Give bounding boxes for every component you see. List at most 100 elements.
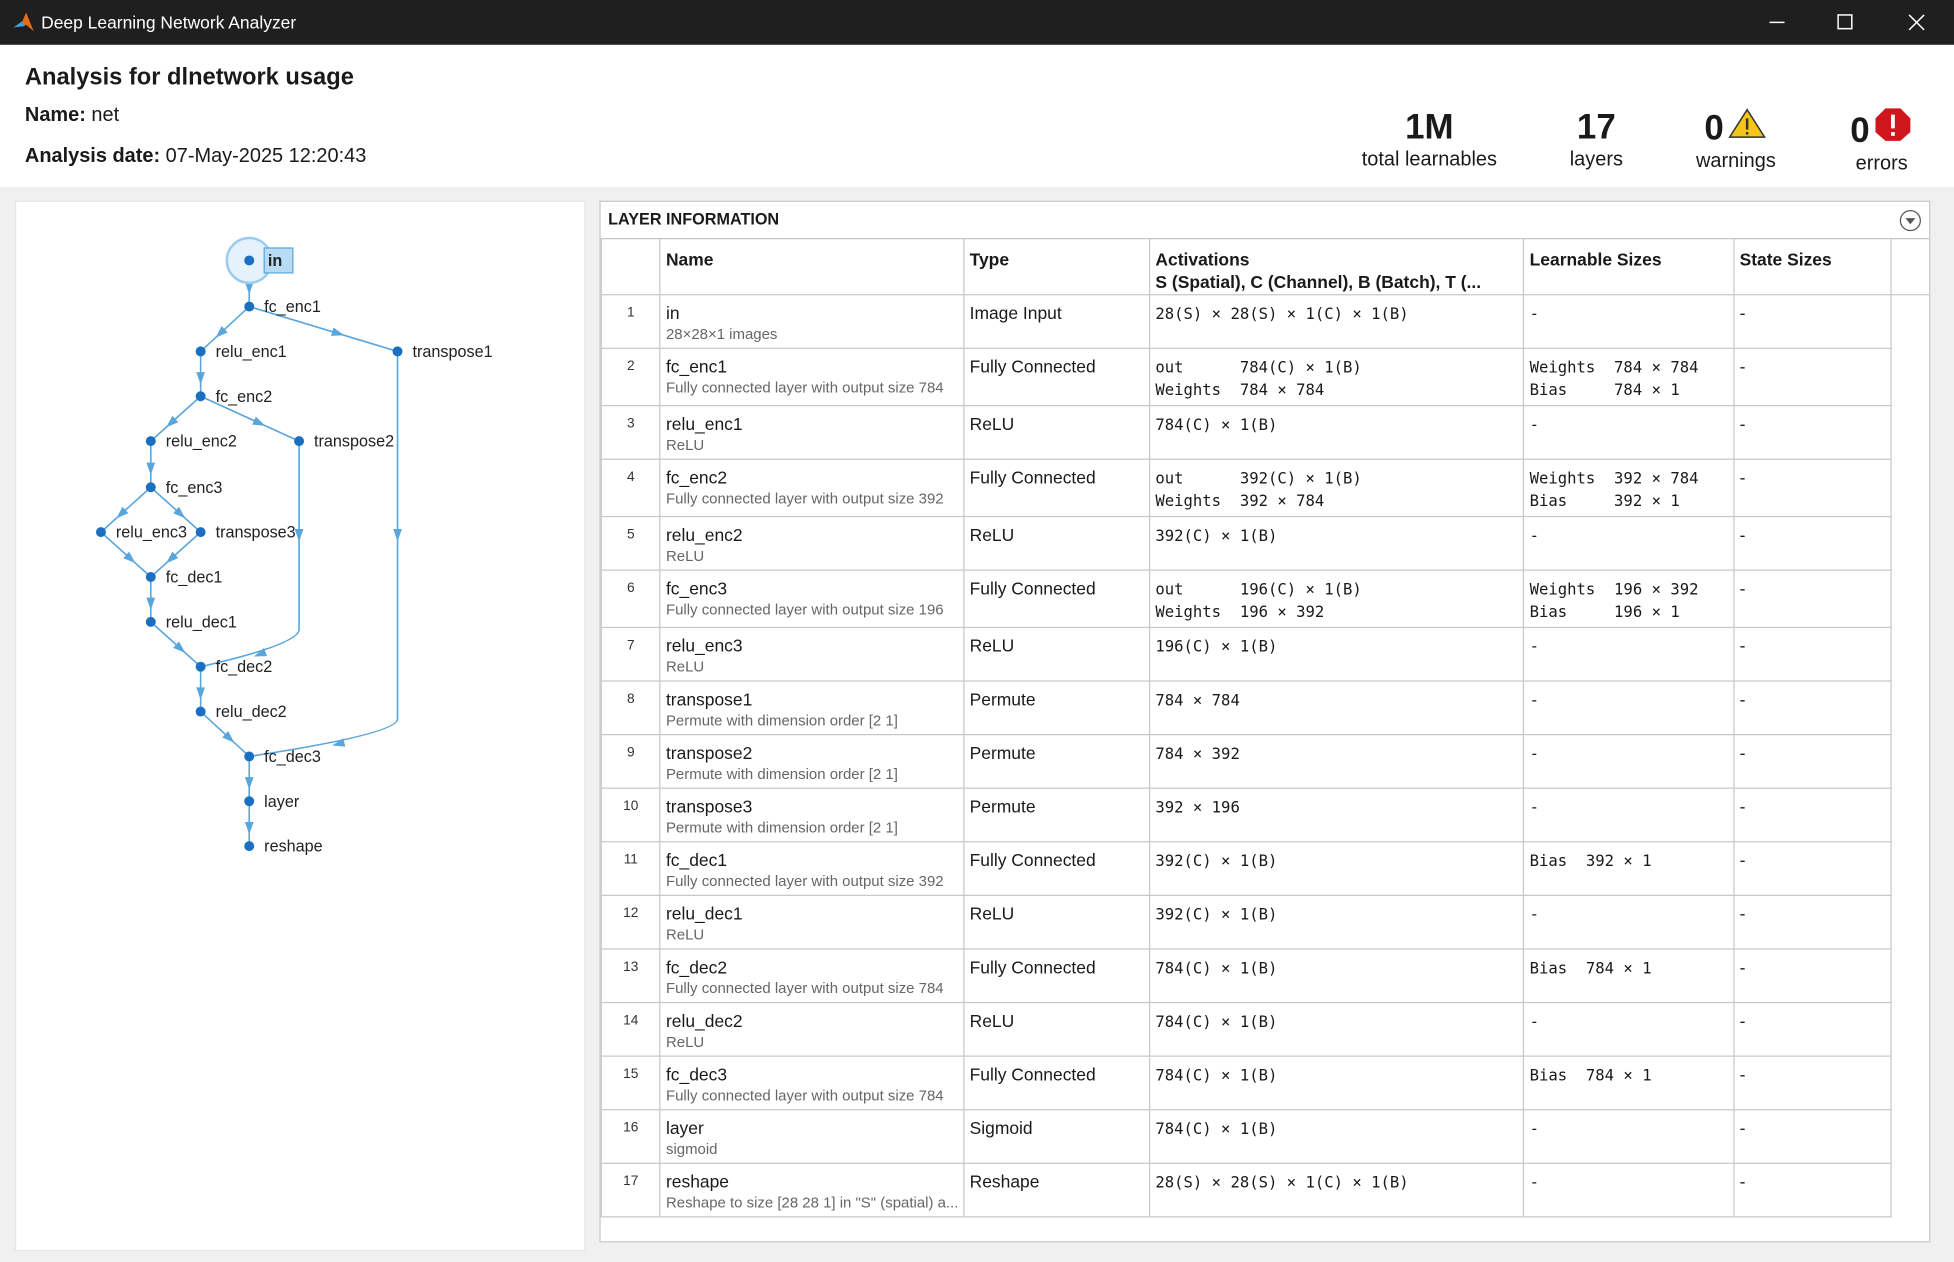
graph-node[interactable] bbox=[145, 436, 156, 447]
graph-node[interactable] bbox=[244, 841, 255, 852]
layer-name: fc_dec1 bbox=[665, 849, 728, 870]
graph-node[interactable] bbox=[195, 346, 206, 357]
layer-row[interactable]: 8 transpose1 Permute with dimension order … bbox=[600, 680, 1929, 736]
activations-cell: out 196(C) × 1(B) Weights 196 × 392 bbox=[1149, 569, 1525, 629]
learnable-line: - bbox=[1529, 690, 1540, 710]
edge bbox=[200, 441, 300, 668]
error-icon bbox=[1875, 108, 1911, 141]
layer-row[interactable]: 13 fc_dec2 Fully connected layer with outp… bbox=[600, 948, 1929, 1004]
layer-description: ReLU bbox=[665, 547, 705, 565]
learnable-line: Weights 196 × 392 bbox=[1529, 579, 1699, 599]
header: Analysis for dlnetwork usage Name: net A… bbox=[0, 44, 1954, 187]
states-cell: - bbox=[1733, 1001, 1892, 1057]
learnable-line: Weights 784 × 784 bbox=[1529, 357, 1699, 377]
node-label: transpose2 bbox=[314, 433, 394, 451]
layer-row[interactable]: 14 relu_dec2 ReLU ReLU 784(C) × 1(B) - - bbox=[600, 1001, 1929, 1057]
close[interactable] bbox=[1908, 14, 1925, 31]
graph-node[interactable] bbox=[95, 527, 106, 538]
stat: 1M total learnables bbox=[1342, 107, 1516, 172]
states-cell: - bbox=[1733, 894, 1892, 950]
graph-node[interactable] bbox=[145, 482, 156, 493]
empty-cell bbox=[1891, 570, 1929, 627]
activations-cell: 392 × 196 bbox=[1149, 787, 1525, 843]
layer-row[interactable]: 15 fc_dec3 Fully connected layer with outp… bbox=[600, 1055, 1929, 1111]
graph-node[interactable] bbox=[145, 571, 156, 582]
graph-node[interactable] bbox=[294, 436, 305, 447]
edge-arrow bbox=[166, 415, 179, 428]
layer-description: Fully connected layer with output size 7… bbox=[665, 378, 944, 397]
network-graph: in fc_enc1 relu_enc1 transpose1 fc_enc2 relu_… bbox=[14, 200, 586, 1252]
graph-node[interactable] bbox=[195, 527, 206, 538]
node-label: relu_enc3 bbox=[116, 524, 187, 542]
graph-node[interactable] bbox=[392, 346, 403, 357]
stat: 0 errors bbox=[1794, 107, 1954, 176]
layer-name: transpose3 bbox=[665, 796, 753, 817]
states-cell: - bbox=[1733, 1055, 1892, 1111]
panel-menu[interactable] bbox=[1898, 208, 1923, 233]
node-label: relu_dec1 bbox=[166, 613, 237, 631]
activation-line: 28(S) × 28(S) × 1(C) × 1(B) bbox=[1155, 304, 1409, 323]
graph-node[interactable] bbox=[244, 796, 255, 807]
header-subtext: S (Spatial), C (Channel), B (Batch), T (… bbox=[1155, 271, 1482, 292]
activations-cell: 392(C) × 1(B) bbox=[1149, 515, 1525, 571]
layer-row[interactable]: 6 fc_enc3 Fully connected layer with outpu… bbox=[600, 569, 1929, 629]
empty-cell bbox=[1891, 1056, 1929, 1110]
maximize[interactable] bbox=[1837, 14, 1853, 30]
activation-line: 392(C) × 1(B) bbox=[1155, 851, 1278, 870]
layer-row[interactable]: 10 transpose3 Permute with dimension order… bbox=[600, 787, 1929, 843]
graph-node[interactable] bbox=[244, 255, 255, 266]
learnable-line: Bias 784 × 1 bbox=[1529, 380, 1680, 399]
layer-row[interactable]: 9 transpose2 Permute with dimension order … bbox=[600, 733, 1929, 789]
type-cell: Fully Connected bbox=[963, 841, 1151, 896]
layer-row[interactable]: 16 layer sigmoid Sigmoid 784(C) × 1(B) - - bbox=[600, 1109, 1929, 1164]
activation-line: Weights 196 × 392 bbox=[1155, 601, 1325, 621]
layer-row[interactable]: 12 relu_dec1 ReLU ReLU 392(C) × 1(B) - - bbox=[600, 894, 1929, 950]
edge bbox=[150, 621, 202, 668]
layer-description: ReLU bbox=[665, 1033, 705, 1051]
graph-node[interactable] bbox=[244, 751, 255, 762]
layer-row[interactable]: 3 relu_enc1 ReLU ReLU 784(C) × 1(B) - - bbox=[600, 405, 1929, 460]
graph-node[interactable] bbox=[195, 706, 206, 717]
learnables-cell: - bbox=[1523, 1001, 1735, 1057]
graph-node[interactable] bbox=[195, 391, 206, 402]
learnable-line: Bias 784 × 1 bbox=[1529, 1065, 1652, 1085]
name-cell: fc_enc2 Fully connected layer with output… bbox=[659, 458, 965, 518]
graph-node[interactable] bbox=[195, 661, 206, 672]
states-cell: - bbox=[1733, 405, 1892, 460]
layer-row[interactable]: 1 in 28×28×1 images Image Input 28(S) × 28(S… bbox=[600, 294, 1929, 349]
learnables-cell: Weights 784 × 784 Bias 784 × 1 bbox=[1523, 347, 1735, 407]
row-index: 13 bbox=[600, 948, 661, 1004]
layer-row[interactable]: 7 relu_enc3 ReLU ReLU 196(C) × 1(B) - - bbox=[600, 626, 1929, 682]
layer-row[interactable]: 11 fc_dec1 Fully connected layer with outp… bbox=[600, 841, 1929, 896]
name-cell: fc_enc3 Fully connected layer with output… bbox=[659, 569, 965, 629]
states-cell: - bbox=[1733, 1109, 1892, 1164]
edge-arrow bbox=[330, 327, 345, 336]
learnable-line: Bias 196 × 1 bbox=[1529, 601, 1680, 621]
edge-arrow bbox=[244, 777, 254, 790]
layer-row[interactable]: 4 fc_enc2 Fully connected layer with outpu… bbox=[600, 458, 1929, 518]
graph-node[interactable] bbox=[244, 301, 255, 312]
layer-table: Name Type Activations S (Spatial), C (Cha… bbox=[600, 238, 1930, 1218]
empty-cell bbox=[1891, 895, 1929, 949]
learnable-line: - bbox=[1529, 414, 1540, 434]
layer-row[interactable]: 5 relu_enc2 ReLU ReLU 392(C) × 1(B) - - bbox=[600, 515, 1929, 571]
name-cell: transpose3 Permute with dimension order [… bbox=[659, 787, 965, 843]
layer-row[interactable]: 2 fc_enc1 Fully connected layer with outpu… bbox=[600, 347, 1929, 407]
analysis-title: Analysis for dlnetwork usage bbox=[24, 64, 354, 91]
stat-label: layers bbox=[1569, 149, 1623, 171]
learnables-cell: Weights 392 × 784 Bias 392 × 1 bbox=[1523, 458, 1735, 518]
learnables-cell: - bbox=[1523, 626, 1735, 682]
edge-arrow bbox=[294, 528, 304, 542]
stat-label: warnings bbox=[1696, 150, 1776, 172]
node-label: relu_enc1 bbox=[216, 343, 287, 361]
name-cell: relu_dec1 ReLU bbox=[659, 894, 965, 950]
activations-cell: 392(C) × 1(B) bbox=[1149, 894, 1525, 950]
name-cell: relu_enc2 ReLU bbox=[659, 515, 965, 571]
layer-info-panel: LAYER INFORMATION Name Type Activations S… bbox=[599, 200, 1931, 1243]
warning-icon bbox=[1728, 108, 1767, 138]
activations-cell: 392(C) × 1(B) bbox=[1149, 841, 1525, 896]
layer-row[interactable]: 17 reshape Reshape to size [28 28 1] in "S… bbox=[600, 1162, 1929, 1218]
activation-line: Weights 784 × 784 bbox=[1155, 380, 1325, 399]
graph-node[interactable] bbox=[145, 616, 156, 627]
